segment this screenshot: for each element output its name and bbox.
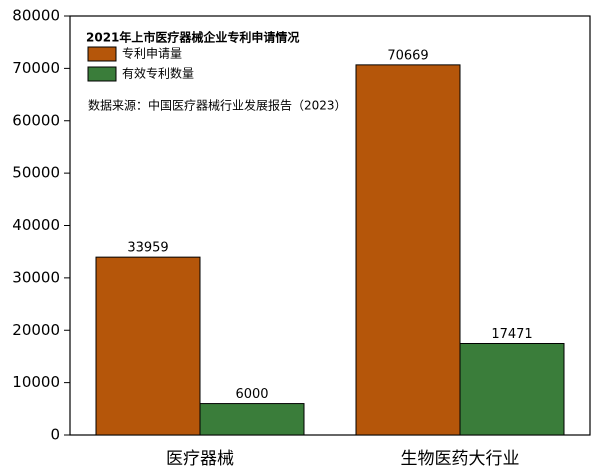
bar [95,256,201,436]
legend-label: 专利申请量 [122,46,182,61]
bar [459,342,565,436]
legend-label: 有效专利数量 [122,66,194,81]
annotation: 数据来源：中国医疗器械行业发展报告（2023） [88,98,347,113]
y-tick-label: 40000 [12,216,60,234]
value-label: 17471 [491,327,532,342]
y-tick-label: 30000 [12,268,60,286]
y-tick-label: 70000 [12,59,60,77]
y-tick-label: 0 [50,426,60,444]
bar [199,403,305,436]
y-tick-label: 20000 [12,321,60,339]
y-tick-label: 80000 [12,7,60,25]
value-label: 6000 [235,387,268,402]
legend-swatch [87,46,117,62]
y-tick-label: 50000 [12,164,60,182]
value-label: 33959 [127,241,168,256]
x-tick-label: 生物医药大行业 [401,449,520,469]
y-tick-label: 10000 [12,373,60,391]
y-tick-label: 60000 [12,111,60,129]
value-label: 70669 [387,48,428,63]
chart-title: 2021年上市医疗器械企业专利申请情况 [86,30,299,45]
legend-swatch [87,66,117,82]
bar [355,64,461,436]
x-tick-label: 医疗器械 [166,449,234,469]
